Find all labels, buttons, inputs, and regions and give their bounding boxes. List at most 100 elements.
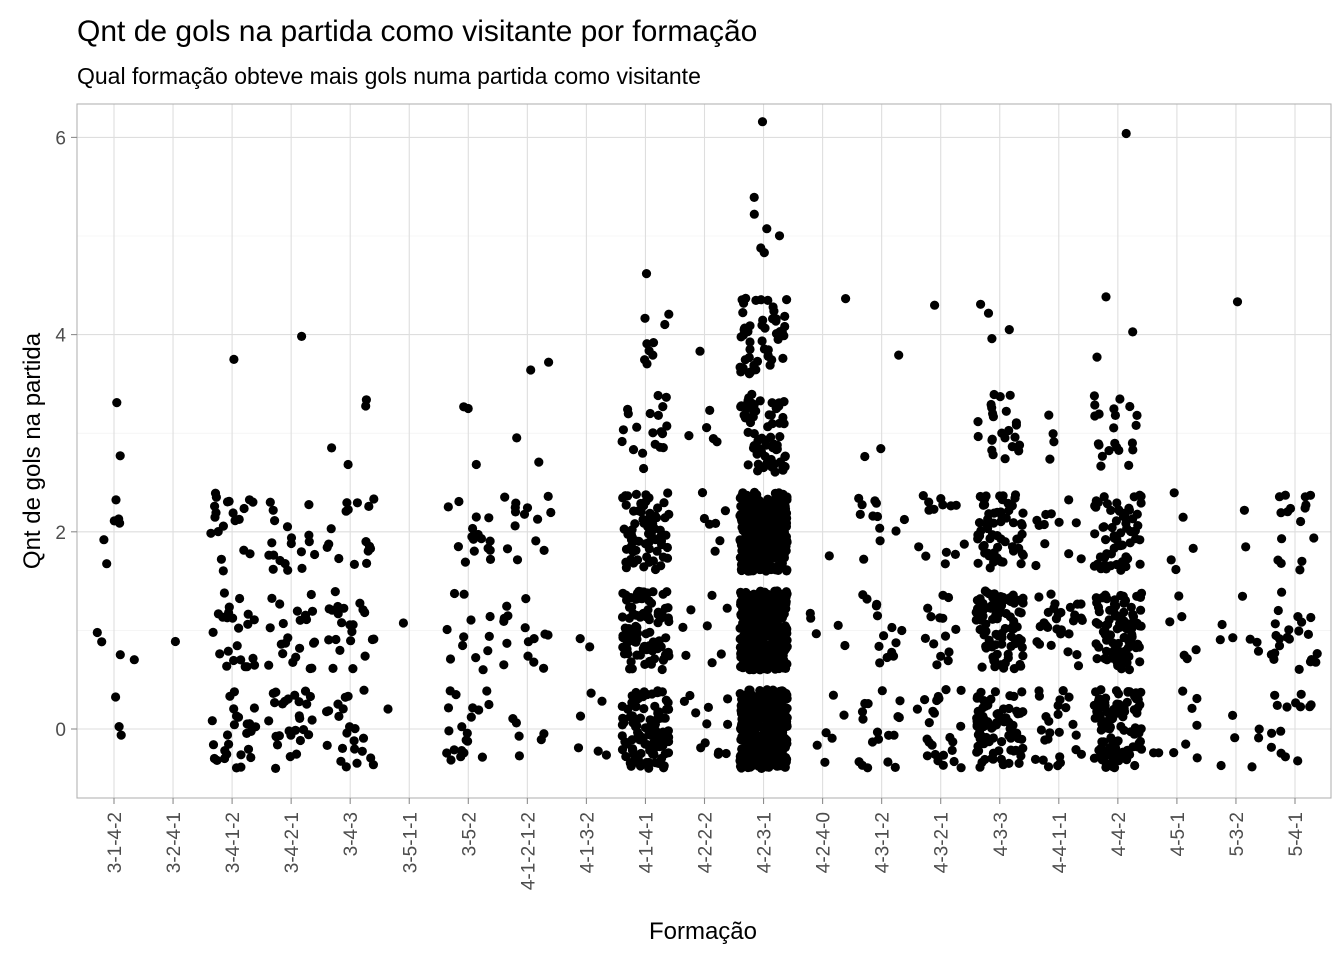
data-point [443, 502, 453, 512]
data-point [996, 592, 1006, 602]
data-point [1064, 549, 1074, 559]
data-point [1192, 720, 1202, 730]
data-point [924, 718, 934, 728]
data-point [685, 690, 695, 701]
data-point [1136, 687, 1146, 697]
data-point [628, 744, 638, 754]
data-point [294, 697, 304, 707]
data-point [938, 590, 948, 600]
data-point [543, 491, 553, 501]
data-point [956, 685, 966, 696]
data-point [1254, 733, 1264, 743]
data-point [1003, 649, 1013, 659]
data-point [875, 523, 885, 533]
data-point [1018, 743, 1028, 753]
data-point [741, 612, 751, 622]
data-point [882, 652, 892, 663]
data-point [988, 592, 998, 603]
data-point [959, 539, 969, 549]
data-point [1127, 438, 1137, 448]
data-point [1178, 512, 1188, 522]
data-point [1106, 505, 1116, 515]
data-point [1009, 691, 1019, 702]
data-point [621, 500, 631, 510]
data-point [324, 539, 334, 549]
data-point [222, 730, 233, 740]
data-point [1177, 612, 1187, 622]
data-point [523, 637, 534, 647]
data-point [872, 727, 883, 737]
data-point [806, 613, 816, 623]
data-point [1311, 657, 1321, 667]
data-point [626, 657, 636, 667]
x-tick-label: 3-1-4-2 [105, 812, 126, 873]
data-point [897, 625, 907, 636]
data-point [775, 759, 785, 769]
data-point [1055, 752, 1065, 762]
data-point [512, 433, 522, 443]
data-point [1136, 498, 1146, 508]
data-point [442, 748, 452, 758]
data-point [1118, 649, 1129, 659]
data-point [678, 622, 688, 633]
data-point [1032, 515, 1042, 526]
data-point [1004, 325, 1014, 335]
data-point [782, 713, 792, 723]
data-point [745, 344, 755, 354]
y-tick-label: 0 [55, 720, 66, 741]
data-point [988, 614, 998, 624]
data-point [924, 505, 934, 515]
data-point [1312, 649, 1322, 659]
data-point [1217, 619, 1227, 630]
data-point [1112, 535, 1122, 545]
data-point [648, 428, 658, 438]
data-point [828, 690, 839, 700]
data-point [270, 698, 280, 708]
data-point [707, 658, 717, 668]
data-point [760, 451, 770, 461]
data-point [457, 746, 467, 756]
data-point [1101, 646, 1112, 656]
data-point [510, 502, 520, 512]
data-point [297, 563, 307, 574]
data-point [1305, 490, 1316, 500]
data-point [341, 762, 351, 772]
data-point [1043, 762, 1054, 772]
data-point [767, 647, 777, 658]
data-point [1011, 418, 1022, 428]
data-point [947, 745, 957, 756]
data-point [286, 533, 297, 543]
data-point [989, 548, 999, 558]
data-point [972, 693, 982, 703]
data-point [619, 524, 629, 534]
data-point [941, 547, 952, 557]
data-point [539, 545, 549, 556]
x-tick-label: 3-4-2-1 [282, 812, 303, 873]
data-point [663, 726, 674, 736]
data-point [514, 731, 524, 741]
data-point [593, 746, 603, 756]
y-tick-label: 4 [55, 326, 66, 347]
data-point [502, 638, 512, 648]
data-point [1076, 554, 1086, 564]
data-point [633, 555, 643, 565]
data-point [946, 501, 956, 511]
data-point [758, 499, 769, 509]
data-point [1046, 509, 1056, 519]
data-point [749, 429, 759, 439]
data-point [1046, 640, 1056, 651]
data-point [757, 336, 767, 346]
data-point [766, 520, 776, 530]
data-point [265, 497, 275, 507]
data-point [543, 630, 553, 640]
data-point [627, 525, 637, 535]
data-point [974, 719, 985, 729]
data-point [781, 752, 791, 763]
data-point [1004, 505, 1014, 516]
data-point [1110, 410, 1120, 420]
data-point [975, 762, 985, 772]
data-point [644, 613, 654, 623]
data-point [1132, 410, 1142, 420]
x-tick-label: 4-3-3 [991, 812, 1012, 856]
data-point [1113, 736, 1123, 746]
